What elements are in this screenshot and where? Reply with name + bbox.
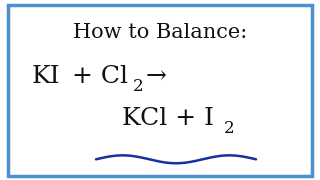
Text: How to Balance:: How to Balance:	[73, 23, 247, 42]
Text: 2: 2	[133, 78, 143, 95]
Text: KCl + I: KCl + I	[122, 107, 214, 130]
Text: 2: 2	[224, 120, 235, 137]
Text: + Cl: + Cl	[72, 65, 128, 88]
Text: KI: KI	[32, 65, 60, 88]
Text: →: →	[146, 65, 167, 88]
